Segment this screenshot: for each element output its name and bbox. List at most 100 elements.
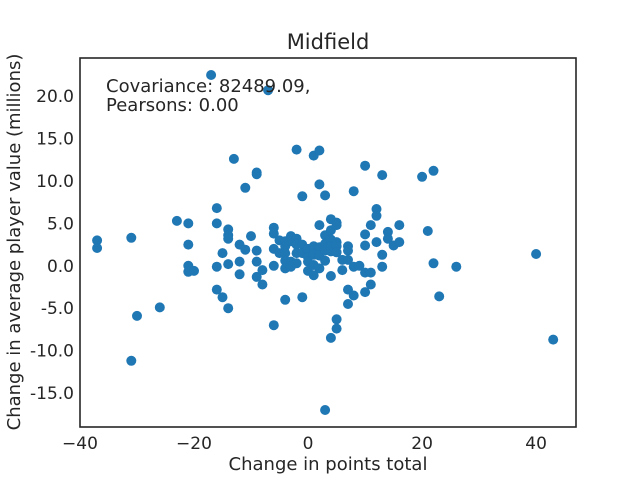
scatter-point <box>314 263 325 274</box>
scatter-point <box>211 218 222 229</box>
scatter-point <box>171 215 182 226</box>
scatter-point <box>371 210 382 221</box>
y-tick-label: 0.0 <box>47 257 74 277</box>
scatter-point <box>360 160 371 171</box>
scatter-point <box>314 145 325 156</box>
y-tick-label: -5.0 <box>41 299 74 319</box>
scatter-point <box>154 302 165 313</box>
scatter-point <box>251 169 262 180</box>
x-tick-label: −40 <box>62 434 98 454</box>
scatter-point <box>234 256 245 267</box>
scatter-point <box>320 405 331 415</box>
scatter-point <box>223 233 234 244</box>
y-tick-label: -15.0 <box>30 384 74 404</box>
scatter-point <box>320 255 331 266</box>
scatter-point <box>217 292 228 303</box>
scatter-point <box>325 332 336 343</box>
scatter-point <box>377 249 388 260</box>
x-tick-label: 40 <box>525 434 547 454</box>
scatter-point <box>251 245 262 256</box>
scatter-point <box>211 284 222 295</box>
scatter-point <box>320 190 331 201</box>
scatter-point <box>280 294 291 305</box>
scatter-point <box>251 256 262 267</box>
scatter-point <box>268 228 279 239</box>
scatter-point <box>246 231 256 242</box>
scatter-point <box>314 220 325 231</box>
scatter-point <box>343 254 353 265</box>
y-tick-label: 5.0 <box>47 214 74 234</box>
scatter-point <box>126 355 137 366</box>
scatter-point <box>291 258 302 269</box>
scatter-point <box>217 248 228 259</box>
scatter-point <box>280 248 291 259</box>
scatter-point <box>189 265 199 276</box>
scatter-point <box>365 267 376 278</box>
scatter-point <box>206 70 217 80</box>
scatter-point <box>360 229 371 240</box>
scatter-point <box>234 269 245 280</box>
scatter-point <box>382 233 393 244</box>
data-points <box>92 70 559 415</box>
x-axis-label: Change in points total <box>229 454 428 475</box>
scatter-point <box>394 220 405 231</box>
scatter-point <box>422 226 433 236</box>
chart-title: Midfield <box>287 30 370 54</box>
scatter-point <box>377 170 388 181</box>
scatter-point <box>531 249 542 259</box>
stats-annotation-line-2: Pearsons: 0.00 <box>106 95 239 116</box>
stats-annotation-line-1: Covariance: 82489.09, <box>106 76 310 97</box>
scatter-point <box>297 191 308 202</box>
scatter-point <box>263 85 274 96</box>
scatter-point <box>417 171 428 182</box>
scatter-point <box>132 310 142 321</box>
y-tick-label: 15.0 <box>36 130 74 150</box>
scatter-point <box>434 291 445 302</box>
scatter-point <box>360 287 371 298</box>
scatter-point <box>223 303 234 314</box>
scatter-point <box>331 220 342 231</box>
scatter-point <box>211 203 222 214</box>
scatter-point <box>228 153 239 164</box>
scatter-point <box>360 240 371 251</box>
x-tick-label: 0 <box>303 434 314 454</box>
scatter-point <box>343 299 353 309</box>
scatter-point <box>251 271 262 282</box>
y-tick-label: 10.0 <box>36 172 74 192</box>
scatter-point <box>297 292 308 303</box>
y-tick-label: -10.0 <box>30 342 74 362</box>
scatter-point <box>92 235 103 246</box>
scatter-point <box>348 290 359 301</box>
scatter-point <box>257 265 268 276</box>
scatter-point <box>126 232 137 243</box>
scatter-point <box>365 220 376 231</box>
scatter-point <box>331 323 342 334</box>
scatter-point <box>211 261 222 272</box>
plot-frame <box>79 57 577 428</box>
x-tick-label: 20 <box>411 434 433 454</box>
scatter-point <box>343 245 353 256</box>
scatter-point <box>291 144 302 155</box>
scatter-point <box>451 261 462 272</box>
scatter-point <box>223 259 234 270</box>
scatter-point <box>377 261 388 272</box>
scatter-point <box>354 260 365 271</box>
y-axis-label: Change in average player value (millions… <box>4 54 25 431</box>
scatter-point <box>257 279 268 290</box>
scatter-point <box>331 247 342 258</box>
scatter-point <box>183 218 194 229</box>
scatter-point <box>314 179 325 190</box>
scatter-point <box>308 270 319 281</box>
scatter-point <box>428 258 439 269</box>
scatter-point <box>394 237 405 248</box>
scatter-point <box>240 182 251 193</box>
scatter-point <box>92 243 103 253</box>
scatter-point <box>337 265 348 276</box>
scatter-point <box>268 260 279 271</box>
y-tick-label: 20.0 <box>36 87 74 107</box>
x-tick-label: −20 <box>176 434 212 454</box>
scatter-point <box>331 314 342 325</box>
scatter-point <box>268 320 279 331</box>
scatter-point <box>428 165 439 176</box>
